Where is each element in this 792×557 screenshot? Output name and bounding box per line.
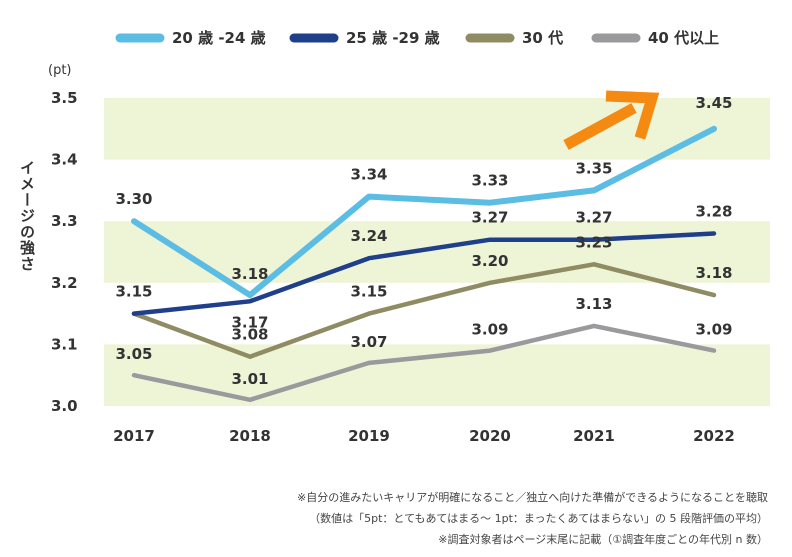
arrow-shaft <box>563 103 637 150</box>
background-band-1 <box>104 221 770 283</box>
x-axis-ticks: 2017 2018 2019 2020 2021 2022 <box>113 427 735 445</box>
data-label: 3.33 <box>471 172 508 190</box>
data-label: 3.17 <box>231 313 268 331</box>
data-label: 3.15 <box>350 283 387 301</box>
background-band-2 <box>104 344 770 406</box>
y-tick-label: 3.4 <box>51 151 78 169</box>
data-label: 3.24 <box>350 227 387 245</box>
legend-label: 30 代 <box>522 29 563 47</box>
data-label: 3.09 <box>695 321 732 339</box>
x-tick-label: 2018 <box>229 427 271 445</box>
data-label: 3.13 <box>575 295 612 313</box>
x-tick-label: 2021 <box>573 427 615 445</box>
upward-trend-arrow-icon <box>563 90 660 150</box>
footnote-sample: ※調査対象者はページ末尾に記載（①調査年度ごとの年代別 n 数） <box>438 533 768 546</box>
line-chart: 20 歳 -24 歳 25 歳 -29 歳 30 代 40 代以上 (pt) 3.03… <box>48 29 770 445</box>
y-tick-label: 3.1 <box>51 335 78 353</box>
legend-label: 40 代以上 <box>648 29 719 47</box>
background-bands <box>104 98 770 406</box>
y-tick-label: 3.3 <box>51 212 78 230</box>
x-tick-label: 2019 <box>348 427 390 445</box>
data-label: 3.07 <box>350 333 387 351</box>
legend: 20 歳 -24 歳 25 歳 -29 歳 30 代 40 代以上 <box>115 29 719 47</box>
legend-label: 25 歳 -29 歳 <box>346 29 440 47</box>
footnote-scale: （数値は「5pt：とてもあてはまる〜 1pt：まったくあてはまらない」の 5 段… <box>309 512 768 525</box>
data-label: 3.18 <box>231 265 268 283</box>
data-label: 3.23 <box>575 233 612 251</box>
data-label: 3.01 <box>231 370 268 388</box>
legend-label: 20 歳 -24 歳 <box>172 29 266 47</box>
data-label: 3.20 <box>471 252 508 270</box>
data-label: 3.35 <box>575 159 612 177</box>
y-axis-unit: (pt) <box>48 63 72 78</box>
series-lines <box>131 125 717 403</box>
data-label: 3.15 <box>115 283 152 301</box>
y-axis-label: イメージの強さ <box>18 160 36 272</box>
background-band-0 <box>104 98 770 160</box>
x-tick-label: 2017 <box>113 427 155 445</box>
x-tick-label: 2020 <box>469 427 511 445</box>
series-line-1 <box>131 231 717 316</box>
x-tick-label: 2022 <box>693 427 735 445</box>
data-labels: 3.30 3.18 3.34 3.33 3.35 3.45 3.15 3.17 3.24 3.27… <box>115 94 732 388</box>
data-label: 3.45 <box>695 94 732 112</box>
y-tick-label: 3.2 <box>51 274 78 292</box>
footnote-question: ※自分の進みたいキャリアが明確になること／独立へ向けた準備ができるようになること… <box>297 491 768 504</box>
series-line-0 <box>131 125 717 299</box>
y-tick-label: 3.5 <box>51 89 78 107</box>
data-label: 3.34 <box>350 166 387 184</box>
series-line-3 <box>131 323 717 403</box>
y-axis-ticks: 3.0 3.1 3.2 3.3 3.4 3.5 <box>51 89 78 415</box>
data-label: 3.08 <box>231 326 268 344</box>
y-tick-label: 3.0 <box>51 397 78 415</box>
arrow-head <box>605 90 660 140</box>
data-label: 3.27 <box>471 209 508 227</box>
data-label: 3.18 <box>695 264 732 282</box>
data-label: 3.05 <box>115 345 152 363</box>
data-label: 3.30 <box>115 190 152 208</box>
data-label: 3.27 <box>575 209 612 227</box>
data-label: 3.28 <box>695 203 732 221</box>
series-line-2 <box>131 262 717 359</box>
data-label: 3.09 <box>471 321 508 339</box>
